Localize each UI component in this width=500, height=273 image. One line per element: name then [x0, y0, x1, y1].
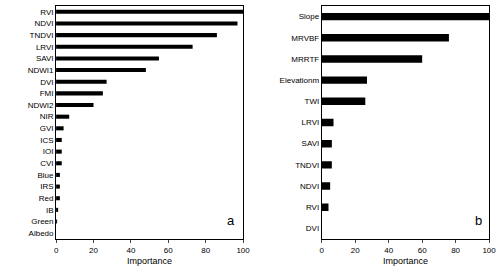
- svg-text:20: 20: [89, 246, 98, 255]
- svg-text:NDVI: NDVI: [34, 19, 53, 28]
- svg-text:IRS: IRS: [40, 182, 53, 191]
- svg-text:IOI: IOI: [43, 147, 54, 156]
- svg-text:Blue: Blue: [38, 171, 55, 180]
- svg-text:20: 20: [351, 246, 360, 255]
- svg-text:NIR: NIR: [40, 112, 54, 121]
- svg-text:MRVBF: MRVBF: [291, 34, 319, 43]
- svg-text:TNDVI: TNDVI: [295, 161, 319, 170]
- svg-text:0: 0: [320, 246, 325, 255]
- svg-text:80: 80: [201, 246, 210, 255]
- svg-text:MRRTF: MRRTF: [291, 55, 319, 64]
- svg-text:Albedo: Albedo: [29, 229, 54, 238]
- svg-text:CVI: CVI: [40, 159, 53, 168]
- svg-text:40: 40: [384, 246, 393, 255]
- svg-text:NDWI1: NDWI1: [28, 66, 54, 75]
- svg-text:80: 80: [451, 246, 460, 255]
- svg-text:60: 60: [418, 246, 427, 255]
- svg-text:Importance: Importance: [383, 256, 428, 266]
- svg-text:100: 100: [236, 246, 250, 255]
- svg-text:40: 40: [126, 246, 135, 255]
- svg-text:ICS: ICS: [40, 136, 53, 145]
- svg-text:100: 100: [482, 246, 496, 255]
- svg-text:IB: IB: [46, 206, 54, 215]
- svg-text:DVI: DVI: [306, 224, 319, 233]
- svg-text:Importance: Importance: [127, 256, 172, 266]
- svg-text:NDVI: NDVI: [300, 182, 319, 191]
- svg-text:SAVI: SAVI: [302, 139, 320, 148]
- svg-text:NDWI2: NDWI2: [28, 101, 54, 110]
- svg-text:a: a: [227, 213, 235, 228]
- svg-text:60: 60: [164, 246, 173, 255]
- svg-text:0: 0: [54, 246, 59, 255]
- svg-text:SAVI: SAVI: [36, 54, 54, 63]
- svg-text:TWI: TWI: [305, 97, 320, 106]
- svg-text:LRVI: LRVI: [36, 43, 54, 52]
- svg-text:DVI: DVI: [40, 78, 53, 87]
- svg-text:Elevationm: Elevationm: [280, 76, 320, 85]
- svg-text:b: b: [475, 213, 482, 228]
- svg-text:RVI: RVI: [306, 203, 319, 212]
- svg-text:FMI: FMI: [40, 89, 54, 98]
- svg-text:RVI: RVI: [40, 8, 53, 17]
- svg-text:LRVI: LRVI: [302, 118, 320, 127]
- svg-text:TNDVI: TNDVI: [30, 31, 54, 40]
- svg-text:Slope: Slope: [299, 12, 320, 21]
- svg-text:Red: Red: [39, 194, 54, 203]
- svg-text:Green: Green: [31, 217, 53, 226]
- svg-text:GVI: GVI: [40, 124, 54, 133]
